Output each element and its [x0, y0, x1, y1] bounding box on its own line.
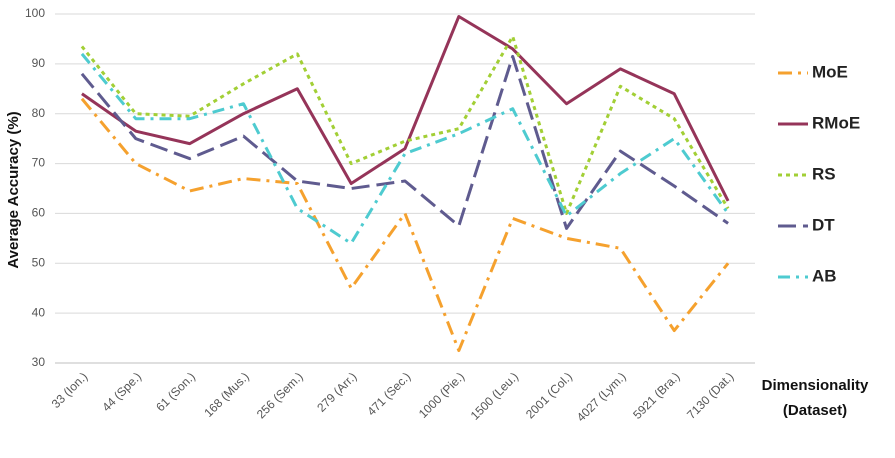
legend-label: MoE [812, 62, 848, 81]
x-tick-label: 4027 (Lym.) [574, 369, 629, 424]
legend-label: RS [812, 164, 836, 183]
x-axis-label: Dimensionality [762, 377, 869, 394]
series-line [80, 34, 730, 215]
x-tick-label: 471 (Sec.) [364, 369, 413, 418]
y-tick-label: 40 [32, 305, 46, 319]
y-tick-label: 100 [25, 6, 45, 20]
x-tick-label: 5921 (Bra.) [630, 369, 682, 421]
legend-label: DT [812, 215, 835, 234]
y-tick-label: 90 [32, 56, 46, 70]
y-axis-label: Average Accuracy (%) [5, 111, 22, 268]
legend-label: AB [812, 266, 837, 285]
x-tick-label: 44 (Spe.) [99, 369, 144, 414]
x-tick-label: 33 (Ion.) [49, 369, 91, 411]
y-tick-label: 60 [32, 206, 46, 220]
y-tick-label: 50 [32, 255, 46, 269]
x-axis-label: (Dataset) [783, 402, 847, 419]
x-tick-label: 256 (Sem.) [254, 369, 306, 421]
x-tick-label: 7130 (Dat.) [684, 369, 736, 421]
series-line [80, 52, 730, 245]
y-tick-label: 70 [32, 156, 46, 170]
series-line [81, 14, 730, 202]
series-line [80, 54, 729, 230]
y-tick-label: 80 [32, 106, 46, 120]
x-tick-label: 61 (Son.) [153, 369, 198, 414]
legend-label: RMoE [812, 113, 860, 132]
x-tick-label: 279 (Arr.) [314, 369, 359, 414]
x-tick-label: 168 (Mus.) [201, 369, 251, 419]
x-tick-label: 2001 (Col.) [523, 369, 575, 421]
y-tick-label: 30 [32, 355, 46, 369]
x-tick-label: 1500 (Leu.) [468, 369, 521, 422]
x-tick-label: 1000 (Pie.) [416, 369, 467, 420]
